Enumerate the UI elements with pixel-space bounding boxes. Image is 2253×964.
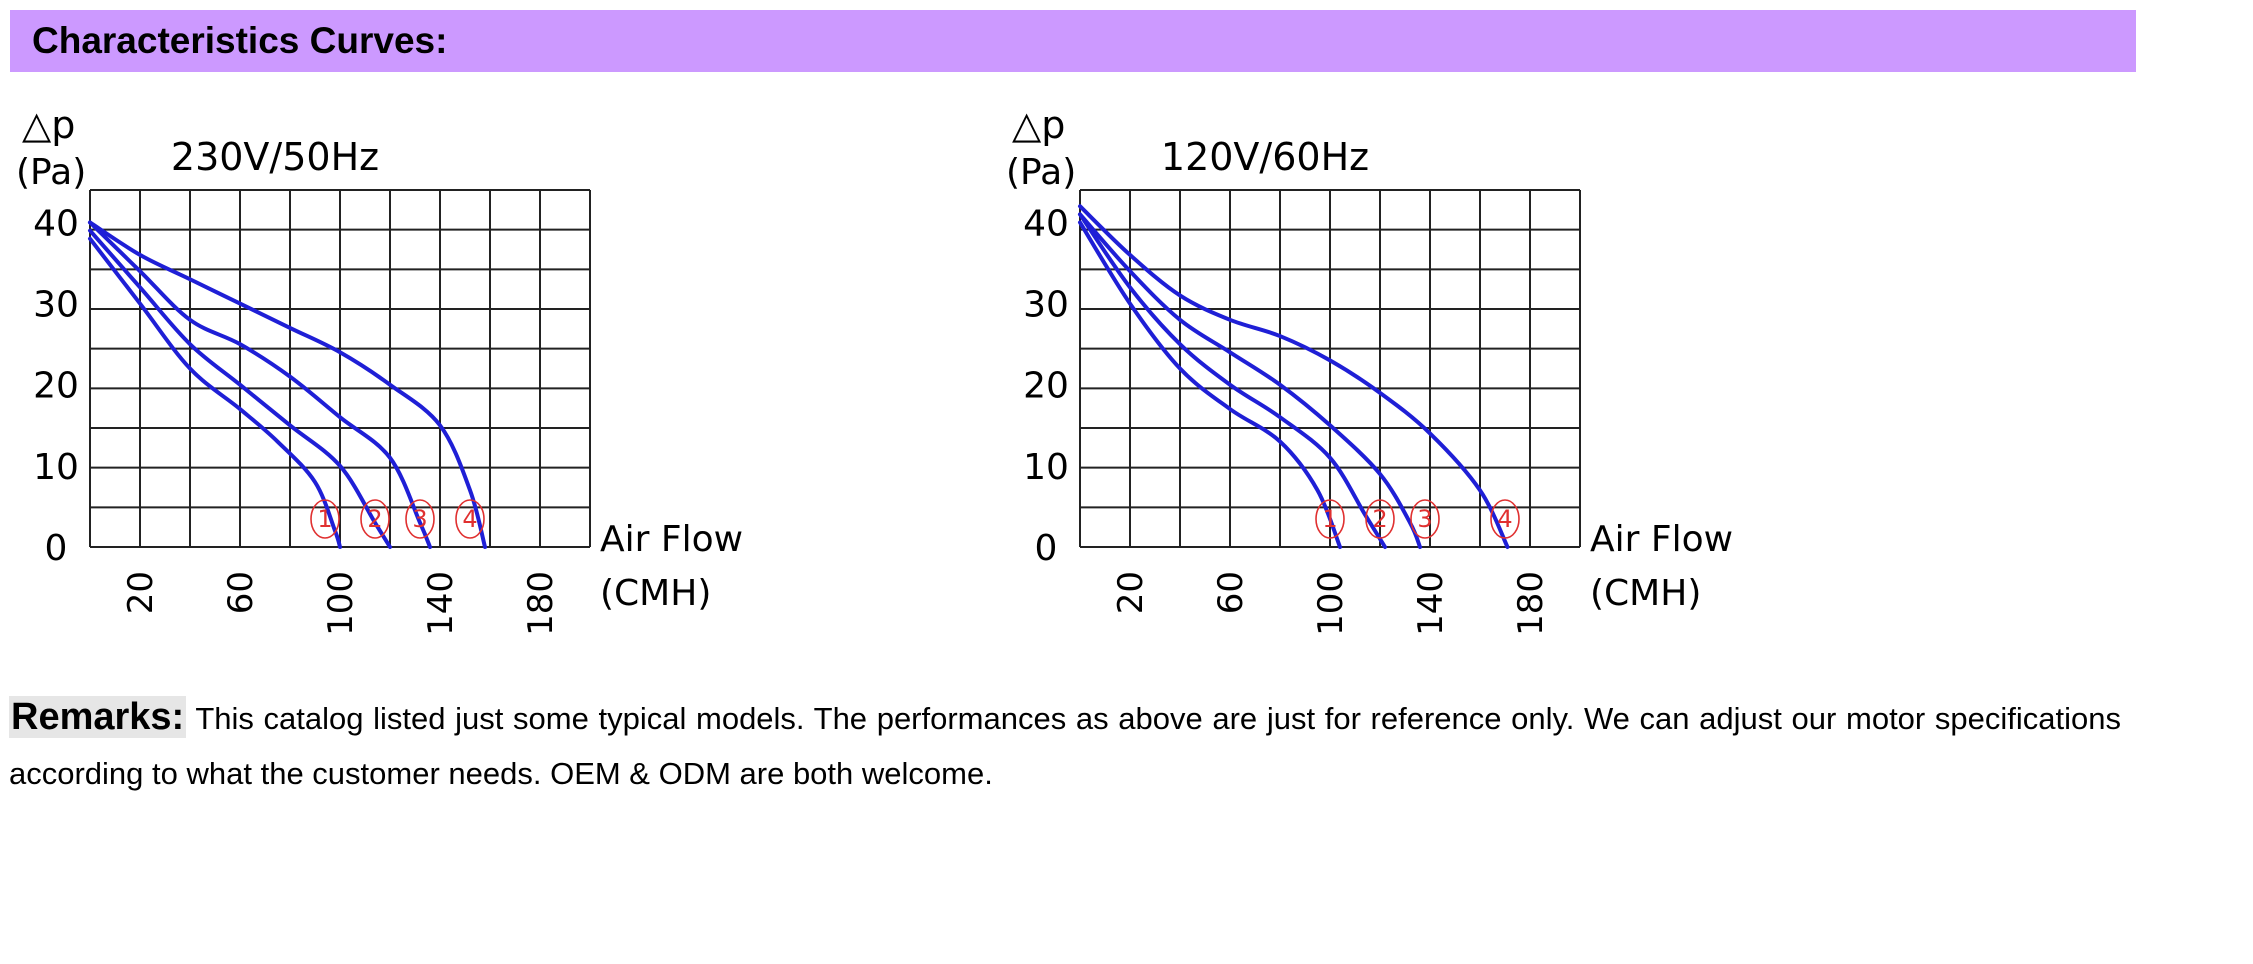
chart-1-y-tick-label: 40 (33, 203, 79, 244)
chart-2-curve-4 (1078, 204, 1510, 549)
chart-1-xlabel-line2: (CMH) (600, 573, 711, 614)
chart-2-marker-circle (1315, 499, 1345, 539)
chart-2-curve-1-marker: 1 (1315, 499, 1345, 539)
chart-1-curve-2 (88, 228, 392, 549)
chart-1-marker-circle (405, 499, 435, 539)
chart-2-marker-circle (1490, 499, 1520, 539)
chart-2-ylabel-unit: (Pa) (1006, 152, 1076, 193)
chart-1-x-tick-label: 180 (521, 571, 561, 636)
chart-1-marker-label: 3 (412, 505, 427, 533)
chart-1-curve-3 (88, 220, 432, 549)
chart-2-curve-3 (1078, 212, 1422, 549)
chart-1-x-tick-label: 20 (121, 571, 161, 614)
chart-1-xlabel-line1: Air Flow (600, 519, 743, 560)
remarks-text: This catalog listed just some typical mo… (9, 701, 2121, 791)
chart-1-ylabel-symbol: △p (22, 103, 75, 147)
chart-1-x-tick-label: 60 (221, 571, 261, 614)
chart-1-marker-circle (360, 499, 390, 539)
chart-2-curve-3-marker: 3 (1410, 499, 1440, 539)
chart-2-curve-1 (1078, 220, 1342, 549)
chart-2-curve-2-marker: 2 (1365, 499, 1395, 539)
remarks-label: Remarks: (9, 696, 187, 738)
chart-2-marker-circle (1365, 499, 1395, 539)
chart-1-x-tick-label: 140 (421, 571, 461, 636)
chart-2-marker-label: 4 (1497, 505, 1512, 533)
chart-1-y-tick-label: 10 (33, 447, 79, 488)
chart-2-curve-4-marker: 4 (1490, 499, 1520, 539)
chart-2-ylabel-symbol: △p (1012, 103, 1065, 147)
chart-2-xlabel-line1: Air Flow (1590, 519, 1733, 560)
chart-1-x-tick-label: 100 (321, 571, 361, 636)
chart-120v-60hz: 120V/60Hz △p (Pa) 0 10 20 30 40 20 60 100 140 180 Air… (1006, 103, 1733, 636)
chart-1-y-tick-label: 0 (45, 528, 68, 569)
chart-2-x-tick-label: 20 (1111, 571, 1151, 614)
chart-2-y-tick-label: 10 (1023, 447, 1069, 488)
chart-2-curve-2 (1078, 212, 1387, 549)
chart-2-x-tick-label: 100 (1311, 571, 1351, 636)
chart-2-grid (1079, 189, 1581, 548)
chart-230v-50hz: 230V/50Hz △p (Pa) 0 10 20 30 40 20 60 100 140 180 Air… (16, 103, 743, 636)
chart-2-marker-label: 1 (1322, 505, 1337, 533)
chart-1-ylabel-unit: (Pa) (16, 152, 86, 193)
section-title: Characteristics Curves: (32, 20, 448, 61)
chart-1-marker-label: 2 (367, 505, 382, 533)
chart-2-marker-circle (1410, 499, 1440, 539)
chart-1-y-tick-label: 20 (33, 366, 79, 407)
chart-2-marker-label: 2 (1372, 505, 1387, 533)
chart-1-curve-4-marker: 4 (455, 499, 485, 539)
chart-1-curve-3-marker: 3 (405, 499, 435, 539)
chart-1-marker-label: 1 (317, 505, 332, 533)
chart-2-y-tick-label: 0 (1035, 528, 1058, 569)
chart-1-curve-2-marker: 2 (360, 499, 390, 539)
chart-1-grid (89, 189, 591, 548)
chart-2-x-tick-label: 60 (1211, 571, 1251, 614)
chart-2-x-tick-label: 180 (1511, 571, 1551, 636)
chart-2-y-tick-label: 30 (1023, 285, 1069, 326)
chart-1-curve-1-marker: 1 (310, 499, 340, 539)
section-header: Characteristics Curves: (10, 10, 2136, 72)
chart-2-title: 120V/60Hz (1161, 135, 1369, 179)
chart-2-xlabel-line2: (CMH) (1590, 573, 1701, 614)
chart-1-marker-circle (310, 499, 340, 539)
chart-2-x-tick-label: 140 (1411, 571, 1451, 636)
chart-2-marker-label: 3 (1417, 505, 1432, 533)
chart-2-y-tick-label: 20 (1023, 366, 1069, 407)
chart-1-curve-4 (88, 220, 487, 549)
chart-2-y-tick-label: 40 (1023, 203, 1069, 244)
chart-1-y-tick-label: 30 (33, 285, 79, 326)
chart-1-title: 230V/50Hz (171, 135, 379, 179)
chart-1-marker-circle (455, 499, 485, 539)
remarks-paragraph: Remarks: This catalog listed just some t… (9, 690, 2121, 801)
chart-1-marker-label: 4 (462, 505, 477, 533)
chart-1-curve-1 (88, 236, 342, 549)
